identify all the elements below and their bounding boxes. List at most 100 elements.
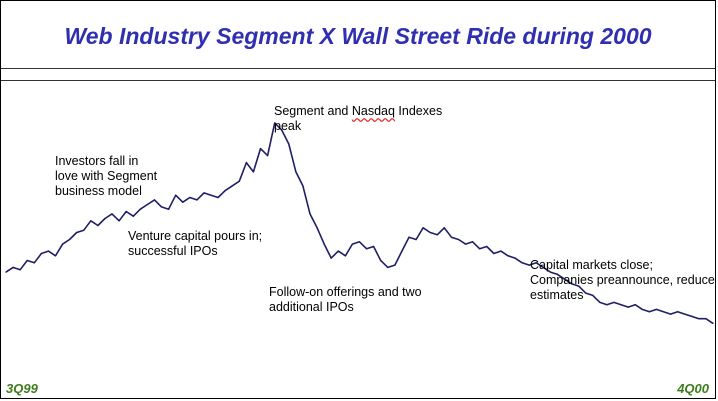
data-point (153, 199, 156, 201)
data-point (104, 217, 106, 220)
data-point (259, 148, 262, 150)
data-point (648, 311, 651, 313)
data-point (12, 266, 14, 268)
data-point (5, 271, 7, 273)
data-point (712, 322, 714, 324)
data-point (111, 213, 113, 215)
data-point (196, 199, 198, 201)
annotation-text: Segment and (274, 104, 352, 118)
data-point (358, 241, 361, 243)
data-point (387, 266, 389, 268)
data-point (351, 243, 353, 245)
data-point (620, 304, 622, 306)
data-point (118, 220, 120, 222)
x-axis-end-label: 4Q00 (677, 381, 709, 396)
data-point (160, 206, 163, 208)
annotation-peak: Segment and Nasdaq Indexes peak (274, 104, 442, 134)
annotation-line: Follow-on offerings and two (269, 285, 422, 299)
data-point (634, 304, 636, 306)
data-point (281, 129, 283, 131)
annotation-line: Capital markets close; (530, 258, 653, 272)
annotation-capital: Capital markets close; Companies preanno… (530, 258, 715, 303)
data-point (168, 208, 170, 210)
annotation-line: love with Segment (55, 169, 158, 183)
data-point (571, 283, 573, 285)
data-point (415, 238, 417, 241)
data-point (316, 227, 318, 229)
x-axis-start-label: 3Q99 (6, 381, 38, 396)
data-point (309, 213, 311, 215)
annotation-followon: Follow-on offerings and two additional I… (269, 285, 422, 315)
data-point (422, 227, 424, 229)
data-point (295, 171, 297, 173)
data-point (655, 308, 658, 310)
data-point (528, 264, 530, 266)
data-point (189, 196, 191, 199)
annotation-line: successful IPOs (128, 244, 218, 258)
data-point (578, 285, 580, 287)
data-point (457, 238, 460, 241)
data-point (670, 313, 672, 315)
data-points (5, 122, 714, 324)
data-point (698, 318, 700, 320)
data-point (54, 255, 57, 257)
data-point (302, 185, 304, 187)
data-point (238, 180, 240, 182)
data-point (486, 245, 488, 248)
title-divider-top (1, 68, 715, 69)
annotation-line: Investors fall in (55, 154, 139, 168)
data-point (175, 194, 177, 196)
data-point (132, 215, 134, 217)
annotation-line: Segment and Nasdaq Indexes (274, 104, 442, 119)
data-point (330, 257, 332, 259)
data-point (429, 231, 431, 234)
annotation-text-nasdaq: Nasdaq (351, 104, 395, 118)
data-point (224, 190, 226, 192)
data-point (344, 255, 346, 257)
data-point (684, 313, 686, 315)
data-point (267, 155, 269, 157)
data-point (542, 266, 544, 268)
data-point (592, 294, 594, 296)
data-point (677, 311, 679, 313)
data-point (125, 210, 127, 213)
data-point (40, 252, 43, 255)
data-point (641, 308, 643, 310)
data-point (627, 306, 629, 308)
data-point (465, 243, 467, 245)
data-point (500, 250, 502, 252)
data-point (288, 143, 290, 145)
data-point (380, 259, 382, 262)
data-point (97, 224, 99, 227)
annotation-investors: Investors fall in love with Segment busi… (55, 154, 157, 199)
data-point (443, 227, 445, 229)
data-point (203, 192, 205, 194)
data-point (62, 243, 64, 245)
annotation-line: Companies preannounce, reduce (530, 273, 715, 287)
data-point (373, 245, 375, 248)
data-point (436, 234, 438, 236)
data-point (323, 243, 325, 245)
data-point (401, 250, 403, 252)
data-point (450, 236, 452, 238)
data-point (274, 122, 276, 124)
data-point (705, 318, 707, 320)
data-point (19, 269, 21, 271)
data-point (33, 262, 35, 264)
data-point (182, 201, 184, 203)
annotation-line: Venture capital pours in; (128, 229, 263, 243)
annotation-line: peak (274, 119, 302, 133)
data-point (472, 241, 474, 243)
data-point (252, 171, 254, 173)
data-point (83, 229, 85, 231)
data-point (337, 250, 339, 252)
data-point (599, 301, 601, 303)
data-point (479, 248, 481, 250)
data-point (47, 250, 50, 252)
data-point (139, 208, 141, 210)
annotation-venture: Venture capital pours in; successful IPO… (128, 229, 262, 259)
data-point (563, 278, 566, 280)
data-point (69, 238, 71, 241)
annotation-line: additional IPOs (269, 300, 354, 314)
